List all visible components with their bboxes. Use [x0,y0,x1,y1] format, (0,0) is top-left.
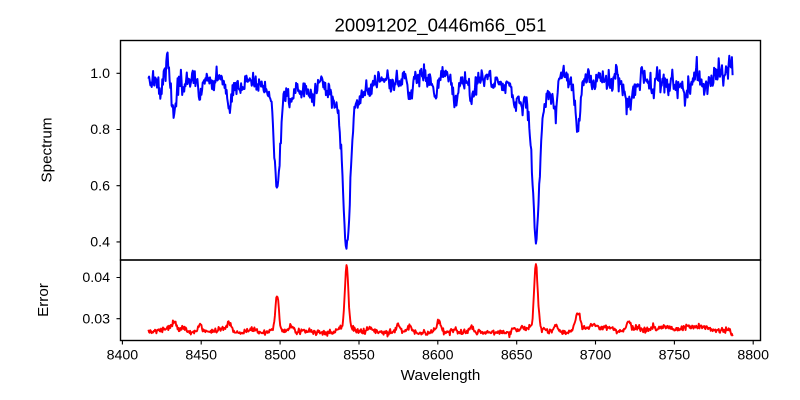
svg-text:Wavelength: Wavelength [401,367,481,384]
svg-text:0.6: 0.6 [90,178,110,194]
svg-text:8600: 8600 [422,348,454,364]
svg-text:20091202_0446m66_051: 20091202_0446m66_051 [335,15,547,37]
svg-text:1.0: 1.0 [90,66,110,82]
svg-text:Error: Error [35,283,52,317]
svg-text:8800: 8800 [737,348,769,364]
svg-text:8700: 8700 [580,348,612,364]
svg-text:0.8: 0.8 [90,122,110,138]
svg-text:0.04: 0.04 [82,270,110,286]
svg-text:8750: 8750 [659,348,691,364]
svg-text:8550: 8550 [343,348,375,364]
svg-text:0.4: 0.4 [90,235,110,251]
svg-text:8650: 8650 [501,348,533,364]
svg-text:8450: 8450 [185,348,217,364]
svg-text:8400: 8400 [107,348,139,364]
svg-text:0.03: 0.03 [82,311,110,327]
svg-text:8500: 8500 [264,348,296,364]
svg-text:Spectrum: Spectrum [39,118,56,183]
